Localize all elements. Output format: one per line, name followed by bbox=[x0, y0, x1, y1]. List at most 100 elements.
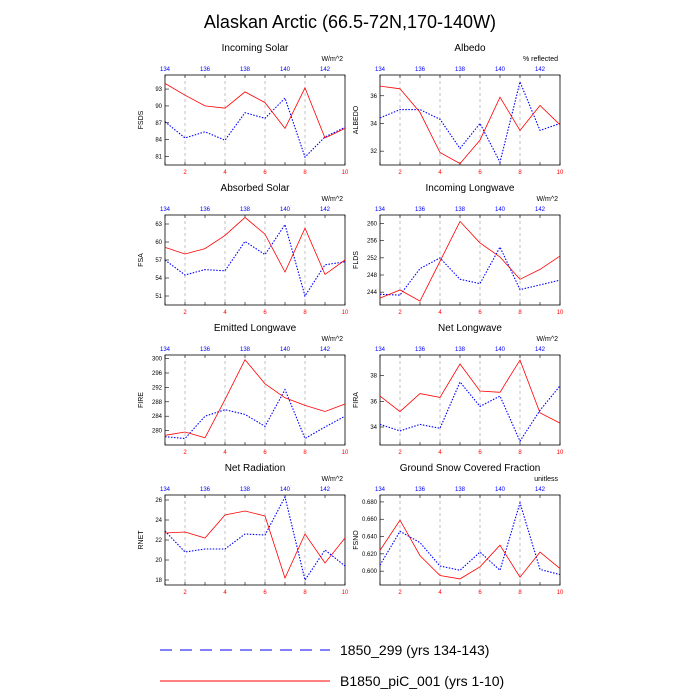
x-tick-label: 10 bbox=[342, 170, 349, 176]
y-axis-label: ALBEDO bbox=[353, 105, 360, 134]
x-tick-label: 6 bbox=[478, 450, 482, 456]
x-tick-label: 8 bbox=[303, 450, 307, 456]
x-tick-label: 10 bbox=[342, 590, 349, 596]
top-tick-label: 136 bbox=[415, 487, 426, 493]
panel-units-label: W/m^2 bbox=[321, 336, 343, 343]
x-tick-label: 2 bbox=[183, 170, 187, 176]
y-tick-label: 60 bbox=[155, 240, 162, 246]
x-tick-label: 8 bbox=[518, 450, 522, 456]
top-tick-label: 138 bbox=[240, 487, 251, 493]
series-line-1850-299 bbox=[379, 500, 561, 576]
y-tick-label: 87 bbox=[155, 121, 162, 127]
y-axis-label: FIRA bbox=[353, 392, 360, 408]
panel-frame bbox=[164, 354, 346, 446]
x-tick-label: 4 bbox=[438, 590, 442, 596]
y-tick-label: 0.620 bbox=[362, 552, 378, 558]
x-tick-label: 8 bbox=[518, 590, 522, 596]
panel-units-label: W/m^2 bbox=[321, 56, 343, 63]
panel-frame bbox=[164, 494, 346, 586]
panel-title: Ground Snow Covered Fraction bbox=[400, 463, 541, 474]
y-tick-label: 288 bbox=[152, 400, 163, 406]
y-tick-label: 81 bbox=[155, 155, 162, 161]
series-line-b1850-pic-001 bbox=[164, 358, 346, 439]
panel-units-label: W/m^2 bbox=[536, 336, 558, 343]
y-tick-label: 51 bbox=[155, 294, 162, 300]
y-tick-label: 284 bbox=[152, 414, 163, 420]
legend-label-series-b: B1850_piC_001 (yrs 1-10) bbox=[340, 673, 504, 689]
top-tick-label: 134 bbox=[375, 67, 386, 73]
top-tick-label: 142 bbox=[320, 347, 331, 353]
top-tick-label: 136 bbox=[415, 207, 426, 213]
x-tick-label: 4 bbox=[438, 310, 442, 316]
panel-title: Albedo bbox=[454, 43, 486, 54]
top-tick-label: 142 bbox=[320, 67, 331, 73]
x-tick-label: 8 bbox=[518, 310, 522, 316]
panel-frame bbox=[164, 74, 346, 166]
y-tick-label: 84 bbox=[155, 138, 162, 144]
top-tick-label: 136 bbox=[415, 347, 426, 353]
top-tick-label: 134 bbox=[160, 347, 171, 353]
x-tick-label: 4 bbox=[223, 450, 227, 456]
series-line-1850-299 bbox=[379, 80, 561, 164]
x-tick-label: 6 bbox=[478, 170, 482, 176]
series-line-1850-299 bbox=[379, 245, 561, 296]
x-tick-label: 10 bbox=[342, 310, 349, 316]
x-tick-label: 8 bbox=[303, 310, 307, 316]
y-axis-label: FSNO bbox=[353, 530, 360, 550]
y-tick-label: 34 bbox=[370, 425, 377, 431]
x-tick-label: 6 bbox=[478, 310, 482, 316]
panel-title: Incoming Longwave bbox=[426, 183, 515, 194]
y-tick-label: 34 bbox=[370, 121, 377, 127]
top-tick-label: 142 bbox=[320, 487, 331, 493]
y-tick-label: 0.640 bbox=[362, 535, 378, 541]
x-tick-label: 8 bbox=[303, 590, 307, 596]
y-tick-label: 93 bbox=[155, 87, 162, 93]
y-axis-label: FIRE bbox=[138, 392, 145, 408]
top-tick-label: 140 bbox=[495, 487, 506, 493]
series-line-b1850-pic-001 bbox=[379, 359, 561, 424]
y-tick-label: 252 bbox=[367, 256, 378, 262]
y-tick-label: 280 bbox=[152, 429, 163, 435]
y-tick-label: 296 bbox=[152, 371, 163, 377]
top-tick-label: 136 bbox=[200, 207, 211, 213]
x-tick-label: 10 bbox=[557, 170, 564, 176]
x-tick-label: 2 bbox=[398, 170, 402, 176]
top-tick-label: 138 bbox=[240, 67, 251, 73]
panel-frame bbox=[379, 494, 561, 586]
panel-units-label: % reflected bbox=[523, 56, 558, 63]
y-tick-label: 244 bbox=[367, 290, 378, 296]
x-tick-label: 2 bbox=[183, 450, 187, 456]
panel-title: Net Radiation bbox=[225, 463, 286, 474]
figure-title: Alaskan Arctic (66.5-72N,170-140W) bbox=[204, 12, 496, 32]
panel-title: Net Longwave bbox=[438, 323, 502, 334]
top-tick-label: 134 bbox=[160, 487, 171, 493]
y-axis-label: FSA bbox=[138, 253, 145, 267]
y-tick-label: 256 bbox=[367, 239, 378, 245]
top-tick-label: 138 bbox=[240, 207, 251, 213]
x-tick-label: 8 bbox=[518, 170, 522, 176]
top-tick-label: 138 bbox=[455, 487, 466, 493]
panel-fsds: Incoming Solar W/m^2 2 4 6 8 10 134 136 138 140 142… bbox=[138, 43, 349, 176]
top-tick-label: 136 bbox=[200, 67, 211, 73]
panel-frame bbox=[379, 354, 561, 446]
x-tick-label: 6 bbox=[263, 170, 267, 176]
top-tick-label: 134 bbox=[375, 207, 386, 213]
panel-units-label: unitless bbox=[534, 476, 558, 483]
legend: 1850_299 (yrs 134-143) B1850_piC_001 (yr… bbox=[160, 642, 504, 689]
series-line-1850-299 bbox=[164, 223, 346, 298]
y-tick-label: 57 bbox=[155, 258, 162, 264]
top-tick-label: 140 bbox=[495, 347, 506, 353]
panel-albedo: Albedo % reflected 2 4 6 8 10 134 136 138 140 142 32… bbox=[353, 43, 564, 176]
x-tick-label: 6 bbox=[263, 450, 267, 456]
y-tick-label: 0.680 bbox=[362, 500, 378, 506]
panel-frame bbox=[379, 214, 561, 306]
panel-fira: Net Longwave W/m^2 2 4 6 8 10 134 136 138 140 142 34… bbox=[353, 323, 564, 456]
y-tick-label: 0.600 bbox=[362, 569, 378, 575]
top-tick-label: 140 bbox=[280, 347, 291, 353]
x-tick-label: 6 bbox=[478, 590, 482, 596]
top-tick-label: 138 bbox=[455, 207, 466, 213]
top-tick-label: 136 bbox=[415, 67, 426, 73]
top-tick-label: 140 bbox=[495, 67, 506, 73]
panel-units-label: W/m^2 bbox=[321, 196, 343, 203]
y-tick-label: 300 bbox=[152, 357, 163, 363]
